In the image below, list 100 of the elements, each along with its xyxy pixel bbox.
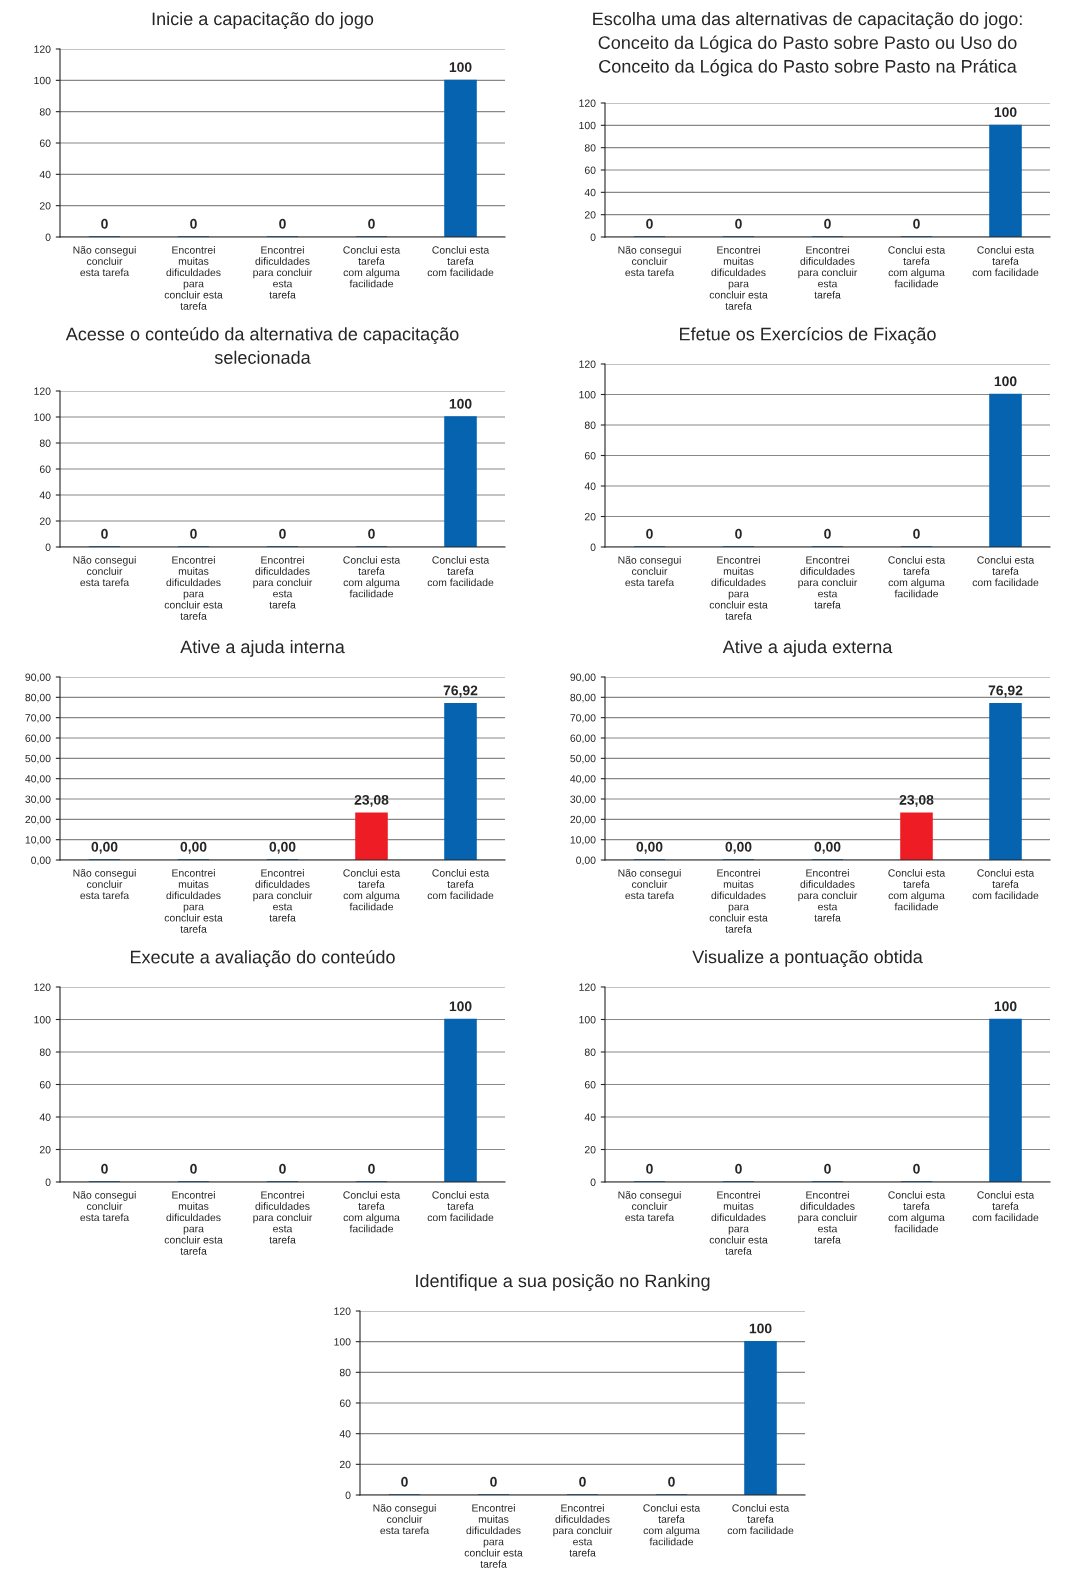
data-label: 0 [735,1163,742,1174]
data-label: 0 [646,1163,653,1174]
y-tick-label: 20 [39,517,51,525]
y-tick-label: 90,00 [570,673,596,683]
x-tick-label: Conclui esta tarefa com alguma facilidade [888,1191,946,1233]
y-tick-label: 80,00 [570,693,596,703]
data-label: 0 [368,528,375,539]
y-tick-label: 100 [34,413,51,421]
chart-title: Inicie a capacitação do jogo [152,12,374,29]
data-label: 0 [368,1163,375,1174]
x-tick-label: Conclui esta tarefa com alguma facilidade [343,869,401,911]
x-tick-label: Conclui esta tarefa com facilidade [427,246,494,277]
y-tick-label: 20 [339,1460,351,1469]
x-tick-label: Conclui esta tarefa com facilidade [972,556,1039,587]
data-label: 0 [101,1163,108,1174]
x-tick-label: Conclui esta tarefa com alguma facilidade [343,556,401,598]
x-tick-label: Encontrei muitas dificuldades para concluir esta tarefa [709,869,768,933]
y-tick-label: 20,00 [25,815,51,825]
y-tick-label: 40 [584,482,596,490]
data-label: 0 [368,218,375,229]
y-tick-label: 40 [584,1113,596,1121]
y-tick-label: 60,00 [570,734,596,744]
data-label: 0 [190,218,197,229]
y-tick-label: 120 [34,45,51,53]
data-label: 0 [668,1476,675,1487]
y-tick-label: 90,00 [25,673,51,683]
data-label: 0 [824,528,831,539]
x-tick-label: Encontrei muitas dificuldades para concluir esta tarefa [464,1504,523,1568]
data-label: 0,00 [180,841,207,854]
y-tick-label: 100 [34,76,51,85]
x-tick-label: Encontrei muitas dificuldades para concluir esta tarefa [709,1191,768,1255]
data-label: 0 [279,1163,286,1174]
data-label: 0,00 [636,841,663,854]
y-tick-label: 20 [39,1146,51,1154]
x-tick-label: Encontrei dificuldades para concluir esta tarefa [798,1191,858,1244]
data-label: 0 [913,218,920,229]
y-tick-label: 20 [584,211,596,219]
y-tick-label: 40,00 [25,775,51,784]
y-tick-label: 120 [34,387,51,395]
y-tick-label: 100 [579,121,596,130]
y-tick-label: 50,00 [570,754,596,764]
data-label: 0 [190,1163,197,1174]
data-label: 0 [190,528,197,539]
y-tick-label: 80 [39,439,51,447]
y-tick-label: 30,00 [570,795,596,805]
x-tick-label: Conclui esta tarefa com alguma facilidade [888,246,946,288]
y-tick-label: 0 [345,1491,351,1499]
y-tick-label: 40 [39,1113,51,1121]
x-tick-label: Encontrei dificuldades para concluir esta tarefa [798,869,858,922]
x-tick-label: Conclui esta tarefa com facilidade [427,1191,494,1222]
y-tick-label: 10,00 [25,836,51,845]
data-label: 23,08 [899,794,934,807]
x-tick-label: Encontrei muitas dificuldades para concluir esta tarefa [164,556,223,620]
y-tick-label: 0 [45,233,51,241]
y-tick-label: 40 [339,1430,351,1438]
data-label: 0 [735,218,742,229]
x-tick-label: Conclui esta tarefa com facilidade [727,1504,794,1535]
x-tick-label: Não consegui concluir esta tarefa [73,246,136,277]
y-tick-label: 40 [39,170,51,179]
x-tick-label: Não consegui concluir esta tarefa [73,556,136,587]
x-tick-label: Encontrei muitas dificuldades para concluir esta tarefa [164,246,223,310]
data-label: 0 [824,218,831,229]
data-label: 0 [913,1163,920,1174]
x-tick-label: Conclui esta tarefa com facilidade [427,869,494,900]
y-tick-label: 120 [34,983,51,991]
x-tick-label: Conclui esta tarefa com alguma facilidade [888,869,946,911]
y-tick-label: 100 [334,1338,351,1346]
y-tick-label: 20 [584,513,596,521]
data-label: 0 [913,528,920,539]
y-tick-label: 0,00 [576,856,596,866]
data-label: 0 [101,528,108,539]
x-tick-label: Encontrei muitas dificuldades para concluir esta tarefa [164,869,223,933]
x-tick-label: Encontrei dificuldades para concluir esta tarefa [253,556,313,609]
y-tick-label: 20 [584,1146,596,1154]
y-tick-label: 0 [45,1178,51,1186]
data-label: 0 [279,528,286,539]
x-tick-label: Encontrei dificuldades para concluir esta tarefa [253,1191,313,1244]
data-label: 100 [994,1001,1017,1012]
y-tick-label: 120 [579,983,596,991]
y-tick-label: 80 [584,421,596,429]
data-label: 0,00 [91,841,118,854]
y-tick-label: 80 [339,1368,351,1377]
x-tick-label: Conclui esta tarefa com alguma facilidade [643,1504,701,1546]
x-tick-label: Conclui esta tarefa com alguma facilidade [888,556,946,598]
y-tick-label: 80 [39,108,51,116]
y-tick-label: 70,00 [570,714,596,723]
y-tick-label: 100 [579,391,596,399]
data-label: 100 [994,376,1017,387]
data-label: 100 [449,398,472,409]
y-tick-label: 60,00 [25,734,51,744]
data-label: 0 [490,1476,497,1487]
y-tick-label: 0 [590,1178,596,1186]
chart-title: Escolha uma das alternativas de capacitação do jogo: Conceito da Lógica do Pasto sobre Pasto ou Uso do Conceito da Lógica do Pasto sobre Pasto na Prática [593,12,1022,77]
y-tick-label: 0 [590,543,596,551]
x-tick-label: Encontrei muitas dificuldades para concluir esta tarefa [709,556,768,620]
y-tick-label: 50,00 [25,754,51,764]
y-tick-label: 0,00 [31,856,51,866]
data-label: 0 [735,528,742,539]
y-tick-label: 70,00 [25,714,51,723]
chart-title: Acesse o conteúdo da alternativa de capacitação selecionada [65,327,459,364]
